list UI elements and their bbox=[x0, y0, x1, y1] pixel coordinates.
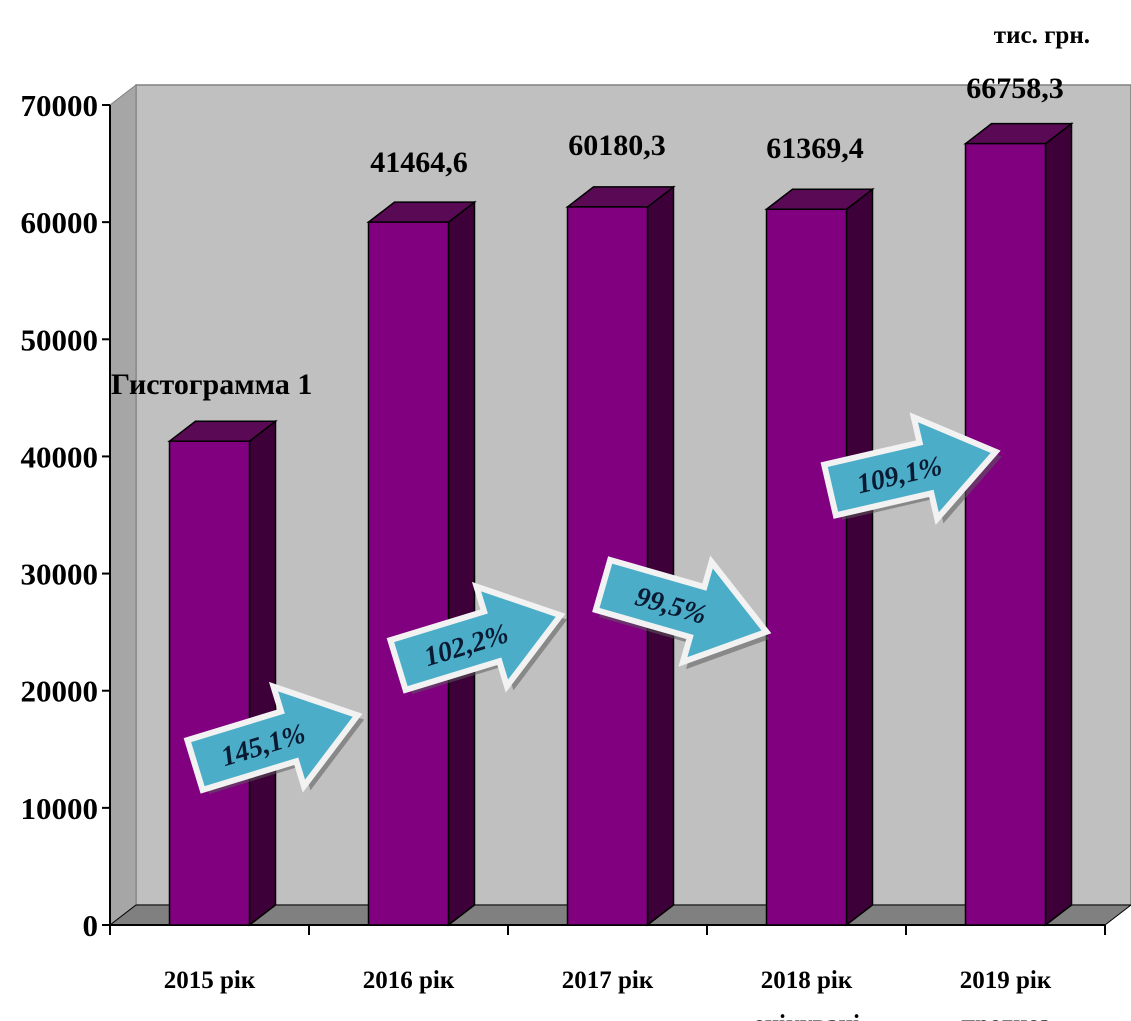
x-tick-label: 2015 рік bbox=[164, 967, 256, 994]
unit-label: тис. грн. bbox=[994, 22, 1090, 49]
x-tick-label: 2019 рік bbox=[960, 967, 1052, 994]
y-tick-label: 60000 bbox=[21, 205, 99, 240]
y-tick-label: 70000 bbox=[21, 88, 99, 123]
bar-side bbox=[449, 202, 475, 925]
bar bbox=[369, 202, 475, 925]
data-label: 41464,6 bbox=[370, 146, 468, 179]
data-label: 61369,4 bbox=[766, 132, 864, 165]
x-tick-label: 2018 рік bbox=[761, 967, 853, 994]
bar bbox=[568, 187, 674, 925]
y-tick-label: 40000 bbox=[21, 439, 99, 474]
chart-note: Гистограмма 1 bbox=[111, 368, 312, 401]
bar-side bbox=[250, 421, 276, 925]
x-tick-label: 2016 рік bbox=[363, 967, 455, 994]
side-wall bbox=[110, 85, 136, 925]
y-tick-label: 50000 bbox=[21, 322, 99, 357]
y-tick-label: 0 bbox=[83, 908, 99, 943]
bar-front bbox=[966, 144, 1046, 925]
bar-front bbox=[170, 441, 250, 925]
data-label: 60180,3 bbox=[568, 129, 666, 162]
bar bbox=[767, 189, 873, 925]
bar-side bbox=[1046, 124, 1072, 925]
y-tick-label: 10000 bbox=[21, 791, 99, 826]
x-tick-label: прогноз bbox=[961, 1011, 1050, 1021]
bar-side bbox=[648, 187, 674, 925]
data-label: 66758,3 bbox=[966, 72, 1064, 105]
y-tick-label: 30000 bbox=[21, 557, 99, 592]
x-tick-label: 2017 рік bbox=[562, 967, 654, 994]
bar-front bbox=[767, 209, 847, 925]
x-tick-label: очікувані bbox=[753, 1011, 860, 1021]
y-axis: 0 10000 20000 30000 40000 50000 60000 70000 bbox=[21, 88, 111, 943]
x-axis: 2015 рік 2016 рік 2017 рік 2018 рік очікуван… bbox=[110, 925, 1105, 1021]
bar bbox=[170, 421, 276, 925]
bar-front bbox=[369, 222, 449, 925]
bar-side bbox=[847, 189, 873, 925]
y-tick-label: 20000 bbox=[21, 674, 99, 709]
bar bbox=[966, 124, 1072, 925]
